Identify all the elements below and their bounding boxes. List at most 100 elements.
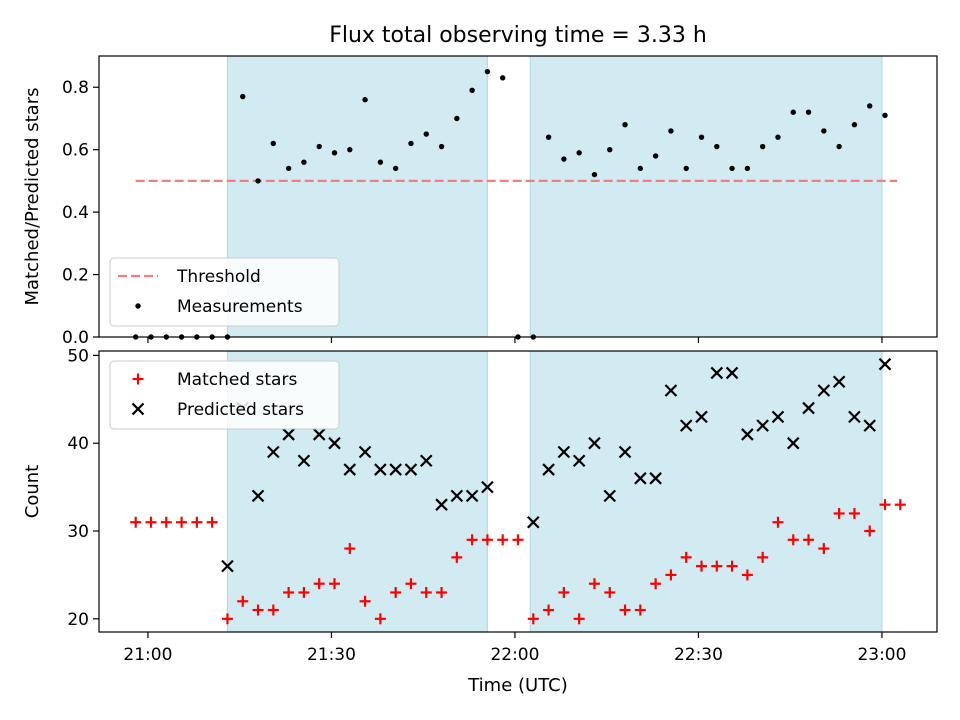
data-point — [714, 143, 720, 150]
data-point — [619, 604, 631, 616]
data-point — [741, 428, 754, 441]
data-point — [270, 140, 277, 147]
data-point — [603, 489, 617, 503]
marker-stroke — [863, 419, 876, 432]
data-point — [438, 143, 445, 150]
y-tick-label: 50 — [67, 346, 89, 366]
data-point — [512, 534, 524, 546]
marker-stroke — [312, 428, 326, 441]
data-point — [741, 569, 753, 581]
data-point — [787, 534, 799, 546]
marker-stroke — [771, 410, 785, 424]
data-point — [362, 97, 368, 103]
data-point — [557, 445, 571, 459]
data-point — [726, 560, 738, 572]
data-point — [436, 586, 448, 598]
data-point — [637, 165, 644, 172]
data-point — [561, 156, 567, 162]
marker-stroke — [603, 489, 617, 503]
data-point — [634, 604, 646, 616]
data-point — [267, 445, 280, 459]
x-tick-label: 22:30 — [674, 645, 723, 665]
data-point — [652, 153, 659, 159]
data-point — [389, 463, 402, 476]
data-point — [725, 366, 739, 380]
data-point — [465, 489, 479, 503]
marker-stroke — [695, 410, 708, 424]
data-point — [358, 445, 372, 459]
marker-stroke — [679, 419, 693, 432]
marker-stroke — [588, 436, 601, 450]
marker-stroke — [649, 472, 662, 485]
legend-box — [109, 360, 340, 430]
legend-label: Matched stars — [177, 370, 297, 390]
marker-stroke — [832, 375, 846, 389]
data-point — [451, 551, 463, 563]
data-point — [191, 516, 203, 528]
data-point — [668, 128, 674, 134]
marker-stroke — [664, 384, 678, 397]
data-point — [527, 613, 539, 625]
data-point — [649, 472, 662, 485]
data-point — [634, 472, 647, 485]
marker-stroke — [557, 445, 571, 459]
data-point — [500, 75, 506, 81]
data-point — [604, 586, 616, 598]
data-point — [301, 159, 307, 165]
data-point — [237, 595, 249, 607]
marker-stroke — [282, 428, 295, 441]
data-point — [419, 454, 433, 468]
x-tick-label: 23:00 — [857, 645, 906, 665]
data-point — [283, 586, 295, 598]
data-point — [297, 454, 311, 468]
data-point — [879, 499, 891, 511]
legend-box — [109, 257, 340, 327]
data-point — [450, 489, 464, 503]
marker-stroke — [328, 436, 341, 450]
legend: Matched stars Predicted stars — [109, 360, 340, 430]
data-point — [374, 613, 386, 625]
marker-stroke — [756, 419, 769, 432]
marker-stroke — [465, 489, 479, 503]
y-tick-label: 20 — [67, 610, 89, 630]
y-axis-label: Matched/Predicted stars — [22, 88, 43, 306]
y-tick-label: 0.4 — [62, 203, 89, 223]
marker-stroke — [618, 445, 632, 459]
data-point — [240, 93, 246, 100]
data-point — [435, 498, 448, 511]
marker-stroke — [450, 489, 464, 503]
data-point — [832, 375, 846, 389]
data-point — [698, 134, 705, 140]
data-point — [817, 384, 831, 397]
data-point — [221, 613, 233, 625]
marker-stroke — [374, 463, 387, 476]
series-matched-stars — [130, 499, 906, 625]
data-point — [343, 463, 357, 476]
data-point — [328, 436, 341, 450]
data-point — [805, 109, 812, 115]
data-point — [298, 586, 310, 598]
marker-stroke — [251, 489, 265, 503]
marker-stroke — [741, 428, 754, 441]
data-point — [591, 171, 598, 178]
data-point — [573, 613, 585, 625]
data-point — [771, 410, 785, 424]
data-point — [130, 516, 142, 528]
data-point — [404, 463, 418, 476]
data-point — [255, 178, 261, 184]
data-point — [759, 143, 766, 150]
data-point — [650, 578, 662, 590]
marker-stroke — [710, 366, 724, 380]
data-point — [497, 534, 509, 546]
x-tick-label: 21:00 — [123, 645, 172, 665]
data-point — [252, 604, 264, 616]
data-point — [695, 410, 708, 424]
data-point — [848, 410, 861, 424]
marker-stroke — [725, 366, 739, 380]
marker-stroke — [572, 454, 586, 468]
data-point — [347, 146, 353, 153]
data-point — [756, 419, 769, 432]
marker-stroke — [221, 559, 234, 573]
shaded-interval-1 — [529, 350, 883, 633]
